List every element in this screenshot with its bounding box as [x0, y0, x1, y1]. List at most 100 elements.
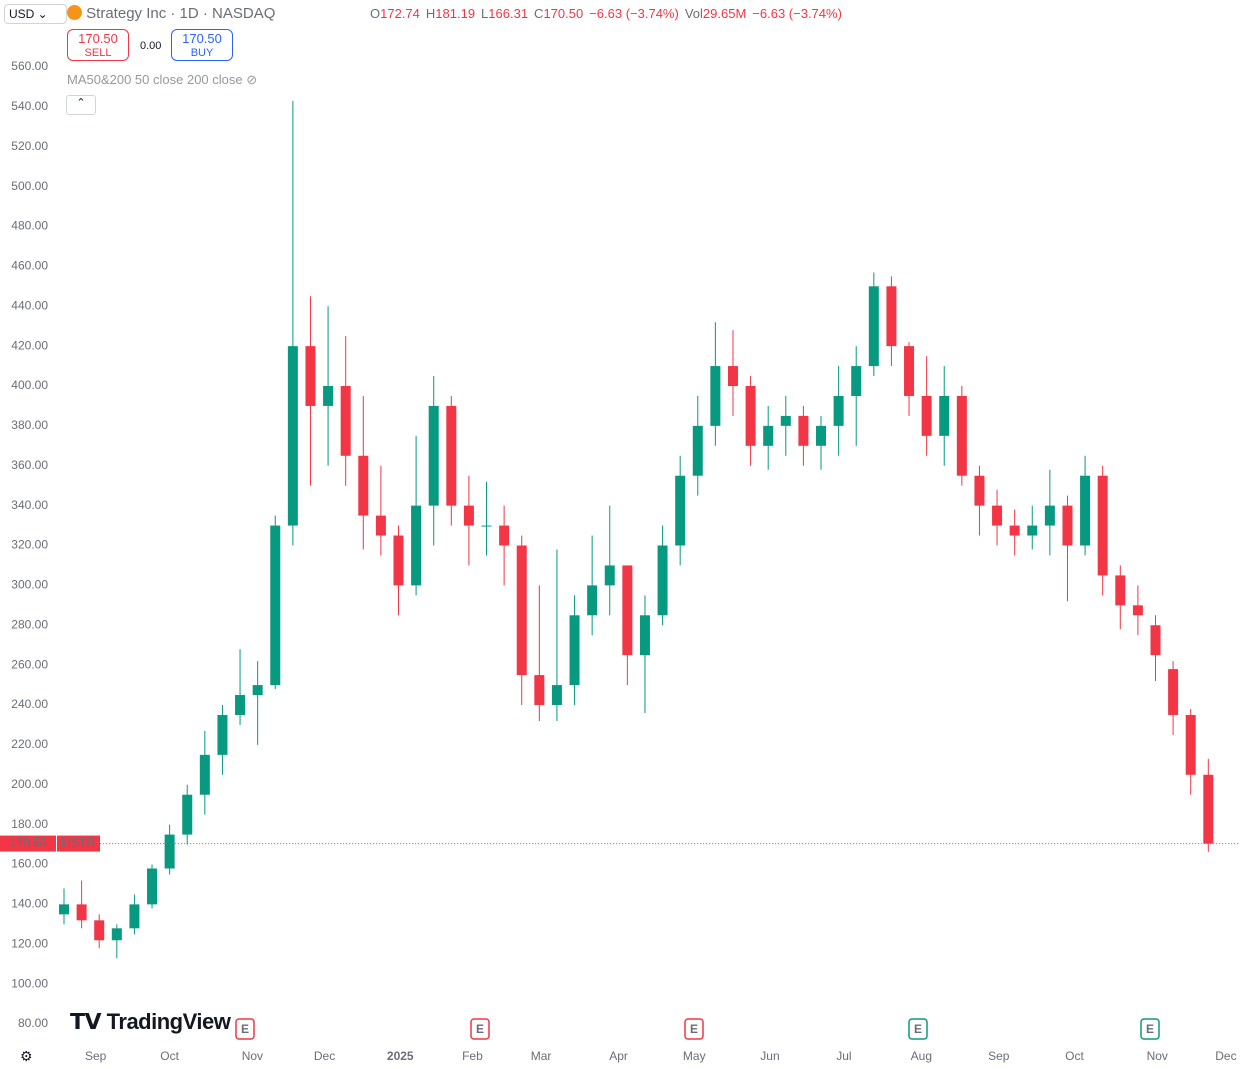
- candle-body: [675, 475, 686, 546]
- candle-body: [340, 386, 351, 456]
- ohlc-value: 172.74: [380, 6, 420, 21]
- x-tick-label: Dec: [1215, 1049, 1236, 1063]
- x-tick-label: Sep: [988, 1049, 1010, 1063]
- volume-change: −6.63 (−3.74%): [752, 6, 842, 21]
- earnings-icon: [470, 1018, 490, 1040]
- x-tick-label: Feb: [462, 1049, 483, 1063]
- candle-body: [446, 405, 457, 506]
- x-tick-label: Mar: [531, 1049, 552, 1063]
- volume: 29.65M: [702, 6, 747, 21]
- candle-body: [428, 405, 439, 506]
- y-tick-label: 140.00: [11, 897, 48, 911]
- x-tick-label: Jul: [836, 1049, 851, 1063]
- ohlc-legend: O172.74 H181.19 L166.31 C170.50 −6.63 (−3.74…: [370, 6, 842, 21]
- candle-body: [692, 425, 703, 476]
- candle-body: [164, 834, 175, 869]
- price-label: 170.50: [10, 836, 47, 850]
- y-tick-label: 240.00: [11, 697, 48, 711]
- y-tick-label: 520.00: [11, 139, 48, 153]
- x-tick-label: Dec: [314, 1049, 335, 1063]
- y-tick-label: 400.00: [11, 378, 48, 392]
- candle-body: [358, 455, 369, 516]
- ohlc-key: H: [425, 6, 436, 21]
- indicator-legend: MA50&200 50 close 200 close ⊘: [67, 72, 258, 87]
- x-tick-label: 2025: [387, 1049, 414, 1063]
- candle-body: [252, 685, 263, 696]
- candle-body: [780, 415, 791, 426]
- candle-body: [974, 475, 985, 506]
- y-tick-label: 100.00: [11, 976, 48, 990]
- x-tick-label: Jun: [760, 1049, 779, 1063]
- indicator-name: MA50&200 50 close 200 close: [67, 72, 243, 87]
- buy-button[interactable]: 170.50 BUY: [171, 29, 233, 61]
- candle-body: [886, 286, 897, 347]
- candle-body: [587, 585, 598, 616]
- candle-body: [1185, 714, 1196, 775]
- candle-body: [833, 395, 844, 426]
- candle-body: [992, 505, 1003, 526]
- symbol-title: Strategy Inc · 1D · NASDAQ: [86, 5, 276, 22]
- candle-body: [235, 695, 246, 715]
- candle-body: [763, 425, 774, 446]
- candle-body: [1168, 669, 1179, 715]
- symbol-icon: [67, 5, 82, 20]
- candle-body: [323, 386, 334, 406]
- currency: USD: [9, 7, 35, 21]
- earnings-label: E: [1146, 1022, 1154, 1036]
- candle-body: [604, 565, 615, 586]
- candle-body: [1115, 575, 1126, 606]
- earnings-icon: [1140, 1018, 1160, 1040]
- candle-body: [745, 386, 756, 446]
- collapse-button[interactable]: ⌃: [66, 95, 96, 115]
- ohlc-value: 170.50: [543, 6, 584, 21]
- settings-icon[interactable]: ⚙: [20, 1048, 33, 1064]
- ohlc-key: O: [370, 6, 381, 21]
- candle-body: [59, 904, 70, 915]
- y-tick-label: 300.00: [11, 578, 48, 592]
- candle-body: [375, 515, 386, 536]
- candle-body: [287, 346, 298, 526]
- sell-button[interactable]: 170.50 SELL: [67, 29, 129, 61]
- price-tag: [0, 835, 56, 852]
- change: −6.63 (−3.74%): [589, 6, 679, 21]
- y-tick-label: 320.00: [11, 538, 48, 552]
- sell-price: 170.50: [78, 31, 118, 46]
- x-tick-label: Aug: [911, 1049, 932, 1063]
- x-tick-label: Oct: [160, 1049, 179, 1063]
- currency-select[interactable]: USD ⌄: [4, 4, 67, 24]
- candle-body: [921, 395, 932, 436]
- y-tick-label: 80.00: [18, 1016, 48, 1030]
- x-tick-label: Oct: [1065, 1049, 1084, 1063]
- earnings-icon: [235, 1018, 255, 1040]
- y-tick-label: 220.00: [11, 737, 48, 751]
- earnings-label: E: [241, 1022, 249, 1036]
- x-tick-label: May: [683, 1049, 706, 1063]
- candle-body: [1062, 505, 1073, 546]
- candle-body: [727, 366, 738, 386]
- candle-body: [305, 346, 316, 406]
- candle-body: [1009, 525, 1020, 536]
- y-tick-label: 500.00: [11, 179, 48, 193]
- candle-body: [710, 366, 721, 426]
- candle-body: [639, 615, 650, 656]
- y-tick-label: 120.00: [11, 936, 48, 950]
- candle-body: [199, 754, 210, 795]
- candle-body: [851, 366, 862, 396]
- candle-body: [499, 525, 510, 546]
- candle-body: [939, 395, 950, 436]
- y-tick-label: 380.00: [11, 418, 48, 432]
- x-tick-label: Apr: [609, 1049, 628, 1063]
- x-tick-label: Nov: [1147, 1049, 1168, 1063]
- candle-body: [798, 415, 809, 446]
- candle-body: [956, 395, 967, 476]
- brand-logo: 𝗧𝗩 TradingView: [70, 1009, 231, 1034]
- candle-body: [534, 675, 545, 705]
- candle-body: [1132, 605, 1143, 616]
- y-tick-label: 200.00: [11, 777, 48, 791]
- y-tick-label: 360.00: [11, 458, 48, 472]
- earnings-label: E: [914, 1022, 922, 1036]
- brand: TradingView: [106, 1009, 231, 1034]
- candle-body: [1080, 475, 1091, 546]
- candle-body: [270, 525, 281, 686]
- candle-body: [94, 920, 105, 941]
